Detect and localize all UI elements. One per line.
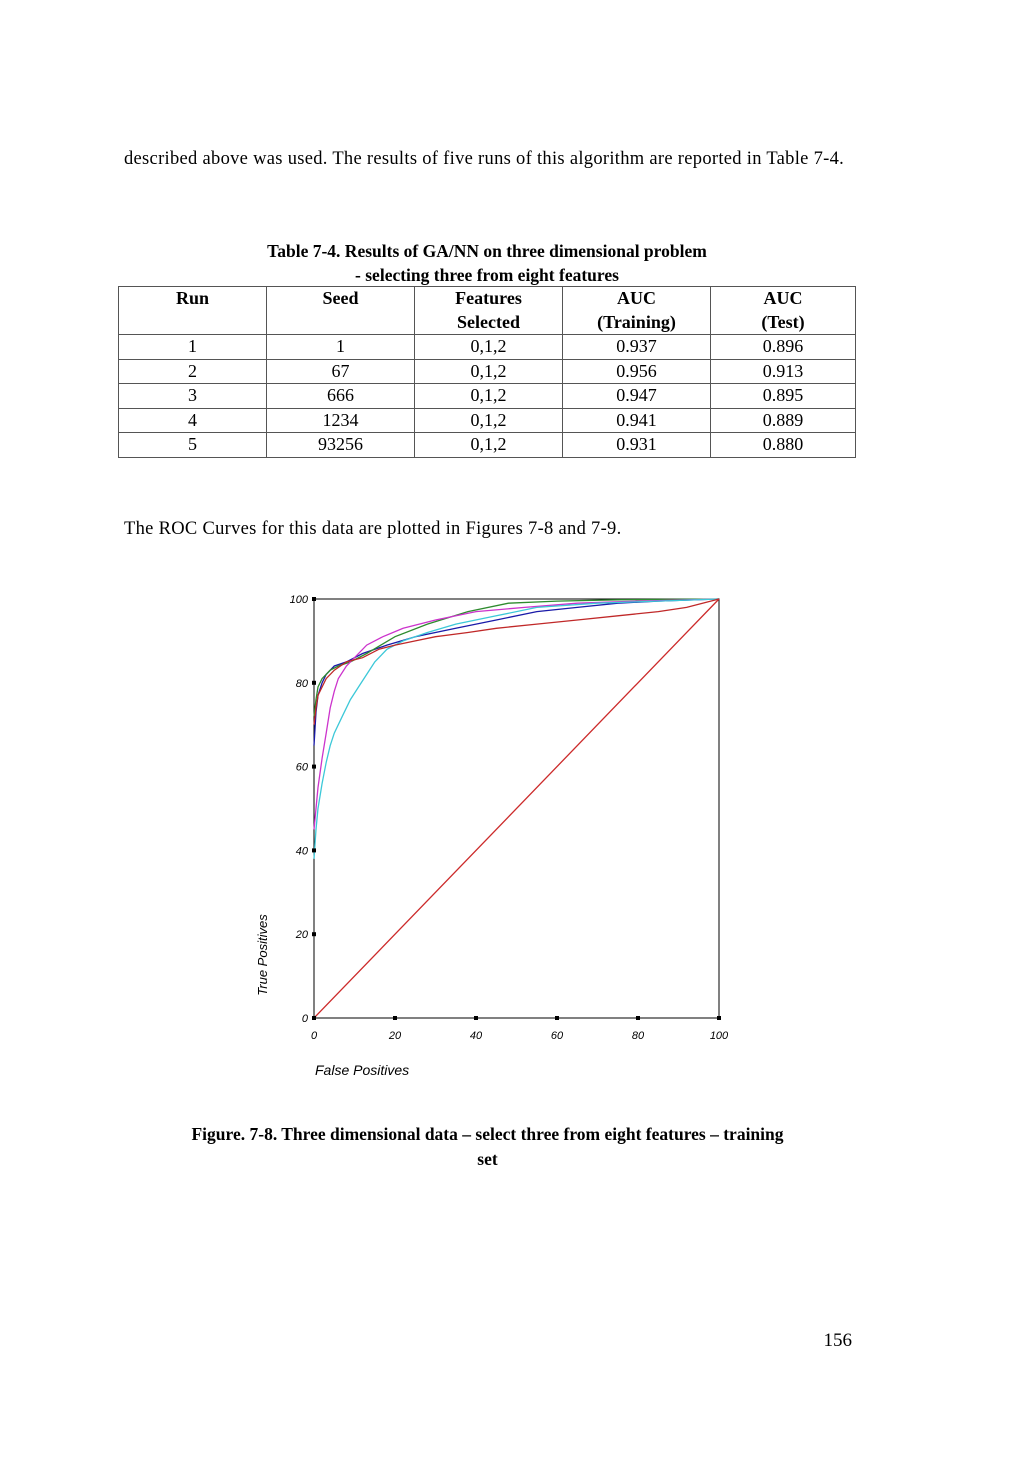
cell-auc-training: 0.956	[562, 358, 711, 384]
table-caption-line1: Table 7-4. Results of GA/NN on three dim…	[267, 241, 707, 261]
roc-series-2	[313, 598, 720, 717]
table-row: 2 67 0,1,2 0.956 0.913	[118, 358, 856, 384]
y-tick-mark	[312, 764, 316, 769]
page-number: 156	[823, 1330, 853, 1351]
series-layer	[313, 598, 720, 1019]
x-tick-label: 100	[710, 1030, 729, 1042]
cell-features: 0,1,2	[414, 432, 563, 458]
cell-auc-test: 0.896	[710, 334, 856, 360]
x-tick-mark	[555, 1016, 559, 1020]
y-tick-label: 80	[296, 678, 309, 690]
y-tick-mark	[312, 932, 316, 937]
cell-auc-test: 0.880	[710, 432, 856, 458]
cell-features: 0,1,2	[414, 383, 563, 409]
figure-caption-line1: Figure. 7-8. Three dimensional data – se…	[191, 1124, 784, 1144]
x-tick-label: 20	[388, 1030, 402, 1042]
header-auc-test: AUC (Test)	[710, 286, 856, 335]
cell-seed: 67	[266, 358, 415, 384]
y-tick-label: 100	[290, 594, 309, 606]
roc-series-4	[313, 598, 720, 859]
y-axis-label: True Positives	[255, 914, 270, 996]
cell-auc-training: 0.931	[562, 432, 711, 458]
roc-series-6	[313, 598, 720, 1019]
y-tick-label: 40	[296, 845, 309, 857]
cell-run: 5	[118, 432, 267, 458]
header-seed: Seed	[266, 286, 415, 335]
plot-border	[313, 598, 720, 1019]
y-tick-label: 0	[302, 1013, 309, 1025]
table-header-row: Run Seed Features Selected AUC (Training) …	[118, 286, 856, 335]
cell-seed: 666	[266, 383, 415, 409]
roc-series-3	[313, 598, 720, 830]
header-run: Run	[118, 286, 267, 335]
cell-auc-test: 0.895	[710, 383, 856, 409]
intro-paragraph: described above was used. The results of…	[124, 149, 845, 169]
table-row: 3 666 0,1,2 0.947 0.895	[118, 383, 856, 409]
cell-run: 4	[118, 407, 267, 433]
y-tick-label: 20	[295, 929, 309, 941]
table-row: 1 1 0,1,2 0.937 0.896	[118, 334, 856, 360]
x-tick-mark	[393, 1016, 397, 1020]
roc-paragraph: The ROC Curves for this data are plotted…	[124, 519, 622, 539]
figure-caption: Figure. 7-8. Three dimensional data – se…	[124, 1122, 851, 1172]
y-tick-mark	[312, 848, 316, 853]
cell-features: 0,1,2	[414, 407, 563, 433]
cell-auc-test: 0.889	[710, 407, 856, 433]
plot-frame	[313, 598, 720, 1019]
x-tick-label: 40	[470, 1030, 483, 1042]
y-tick-label: 60	[296, 762, 309, 774]
cell-run: 3	[118, 383, 267, 409]
figure-caption-line2: set	[477, 1149, 498, 1169]
x-tick-label: 60	[551, 1030, 564, 1042]
x-tick-mark	[636, 1016, 640, 1020]
header-auc-training: AUC (Training)	[562, 286, 711, 335]
x-tick-mark	[717, 1016, 721, 1020]
y-tick-mark	[312, 680, 316, 685]
cell-seed: 93256	[266, 432, 415, 458]
y-tick-mark	[312, 1016, 316, 1020]
cell-seed: 1	[266, 334, 415, 360]
table-row: 5 93256 0,1,2 0.931 0.880	[118, 432, 856, 458]
table-caption: Table 7-4. Results of GA/NN on three dim…	[118, 239, 856, 287]
y-tick-mark	[312, 597, 316, 601]
x-tick-mark	[474, 1016, 478, 1020]
roc-series-5	[313, 598, 720, 725]
cell-auc-training: 0.947	[562, 383, 711, 409]
x-axis-label: False Positives	[315, 1062, 409, 1078]
cell-seed: 1234	[266, 407, 415, 433]
x-tick-label: 80	[632, 1030, 645, 1042]
cell-auc-training: 0.937	[562, 334, 711, 360]
x-tick-label: 0	[311, 1030, 318, 1042]
cell-features: 0,1,2	[414, 358, 563, 384]
table-row: 4 1234 0,1,2 0.941 0.889	[118, 407, 856, 433]
roc-series-1	[313, 598, 720, 746]
table-caption-line2: - selecting three from eight features	[355, 265, 619, 285]
ticks-layer: 0 20 40 60 80 100 0 20 40 60 80 100	[290, 594, 729, 1042]
cell-auc-training: 0.941	[562, 407, 711, 433]
cell-auc-test: 0.913	[710, 358, 856, 384]
cell-run: 1	[118, 334, 267, 360]
results-table: Run Seed Features Selected AUC (Training) …	[118, 286, 856, 458]
header-features-selected: Features Selected	[414, 286, 563, 335]
cell-run: 2	[118, 358, 267, 384]
cell-features: 0,1,2	[414, 334, 563, 360]
